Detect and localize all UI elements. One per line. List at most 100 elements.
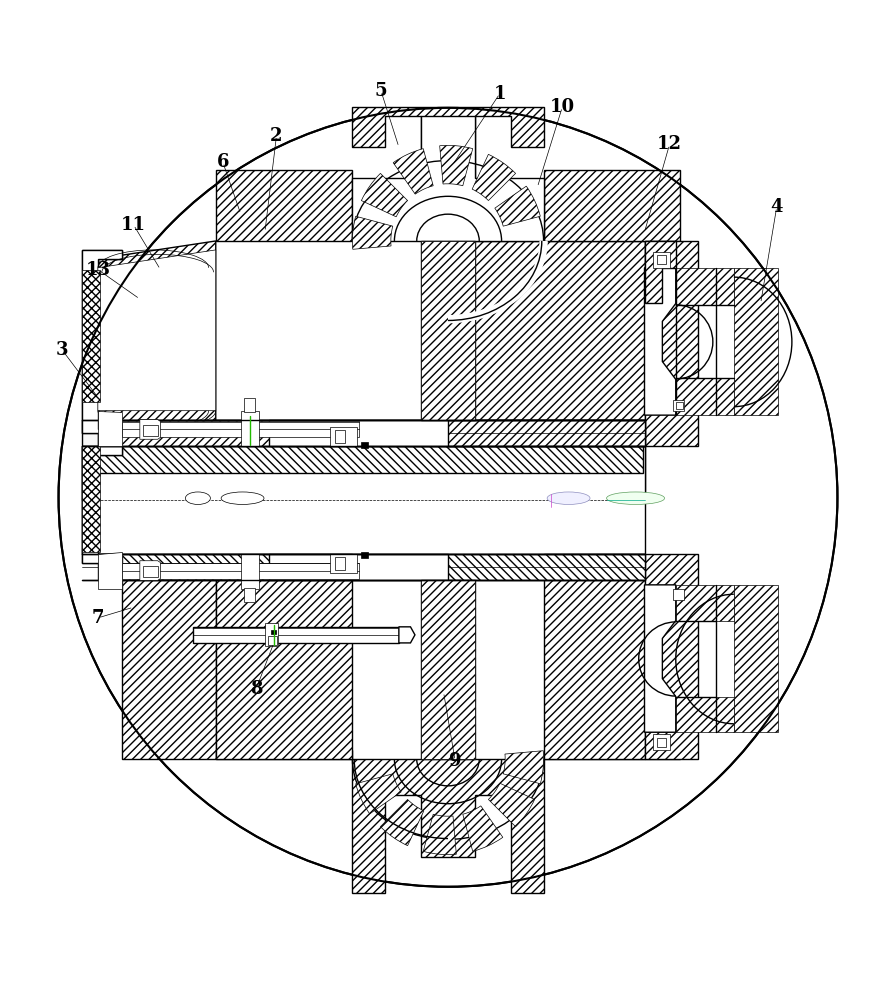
Polygon shape — [98, 552, 122, 589]
Polygon shape — [644, 241, 676, 303]
Polygon shape — [98, 250, 216, 411]
Bar — [334, 557, 345, 570]
Polygon shape — [352, 116, 544, 241]
Polygon shape — [140, 420, 160, 439]
Bar — [673, 589, 684, 600]
Bar — [194, 627, 399, 643]
Wedge shape — [472, 154, 515, 201]
Bar — [265, 623, 279, 646]
Bar — [82, 446, 99, 552]
Polygon shape — [216, 554, 352, 759]
Bar — [421, 241, 475, 420]
Polygon shape — [82, 250, 122, 433]
Bar — [270, 420, 448, 446]
Polygon shape — [448, 241, 644, 420]
Bar — [241, 554, 259, 589]
Polygon shape — [98, 241, 216, 429]
Ellipse shape — [547, 492, 590, 504]
Bar — [245, 398, 255, 412]
Polygon shape — [544, 750, 680, 759]
Bar — [245, 588, 255, 602]
Text: 12: 12 — [657, 135, 682, 153]
Text: 6: 6 — [217, 153, 229, 171]
Polygon shape — [644, 585, 676, 732]
Polygon shape — [399, 627, 415, 643]
Bar — [241, 411, 259, 446]
Bar — [676, 402, 683, 409]
Polygon shape — [544, 170, 680, 241]
Bar — [98, 420, 644, 446]
Wedge shape — [488, 783, 535, 827]
Bar — [98, 446, 642, 473]
Text: 13: 13 — [85, 261, 110, 279]
Bar — [82, 446, 644, 554]
Polygon shape — [216, 170, 352, 241]
Polygon shape — [82, 446, 122, 563]
Polygon shape — [676, 268, 734, 305]
Polygon shape — [421, 580, 475, 759]
Bar — [271, 630, 276, 634]
Text: 7: 7 — [91, 609, 104, 627]
Bar — [448, 420, 644, 446]
Wedge shape — [495, 186, 540, 226]
Polygon shape — [644, 241, 698, 446]
Bar — [82, 270, 99, 402]
Polygon shape — [122, 554, 216, 759]
Polygon shape — [734, 585, 779, 732]
Polygon shape — [676, 585, 734, 621]
Polygon shape — [82, 446, 122, 563]
Wedge shape — [393, 149, 433, 194]
Bar — [361, 442, 367, 448]
Bar — [657, 255, 666, 264]
Text: 4: 4 — [771, 198, 783, 216]
Text: 1: 1 — [494, 85, 506, 103]
Bar — [270, 554, 448, 580]
Polygon shape — [98, 446, 216, 563]
Bar — [142, 566, 158, 577]
Text: 8: 8 — [250, 680, 263, 698]
Bar — [98, 420, 642, 446]
Text: 2: 2 — [271, 127, 283, 145]
Polygon shape — [352, 759, 544, 893]
Wedge shape — [504, 751, 544, 784]
Bar — [82, 420, 644, 500]
Wedge shape — [352, 216, 392, 249]
Polygon shape — [544, 554, 644, 759]
Bar — [330, 554, 357, 573]
Bar — [653, 734, 669, 750]
Polygon shape — [140, 561, 160, 580]
Polygon shape — [216, 750, 352, 759]
Ellipse shape — [221, 492, 264, 504]
Bar — [657, 738, 666, 747]
Bar — [361, 552, 367, 558]
Circle shape — [58, 108, 838, 887]
Bar — [122, 421, 358, 437]
Bar — [122, 563, 358, 579]
Wedge shape — [381, 799, 424, 846]
Polygon shape — [734, 268, 779, 415]
Text: 5: 5 — [375, 82, 387, 100]
Polygon shape — [676, 378, 734, 415]
Ellipse shape — [185, 492, 211, 504]
Polygon shape — [644, 554, 698, 759]
Bar — [268, 636, 277, 645]
Wedge shape — [440, 145, 473, 186]
Polygon shape — [421, 241, 475, 420]
Bar — [330, 427, 357, 446]
Text: 9: 9 — [449, 752, 461, 770]
Polygon shape — [98, 411, 122, 446]
Text: 3: 3 — [56, 341, 68, 359]
Wedge shape — [423, 814, 456, 855]
Ellipse shape — [607, 492, 665, 504]
Text: 11: 11 — [121, 216, 146, 234]
Wedge shape — [356, 774, 401, 814]
Bar — [673, 400, 684, 411]
Bar — [142, 425, 158, 436]
Text: 10: 10 — [550, 98, 575, 116]
Polygon shape — [352, 107, 544, 178]
Bar — [653, 252, 669, 268]
Polygon shape — [82, 250, 122, 433]
Bar — [421, 580, 475, 759]
Polygon shape — [676, 697, 734, 732]
Wedge shape — [361, 173, 408, 217]
